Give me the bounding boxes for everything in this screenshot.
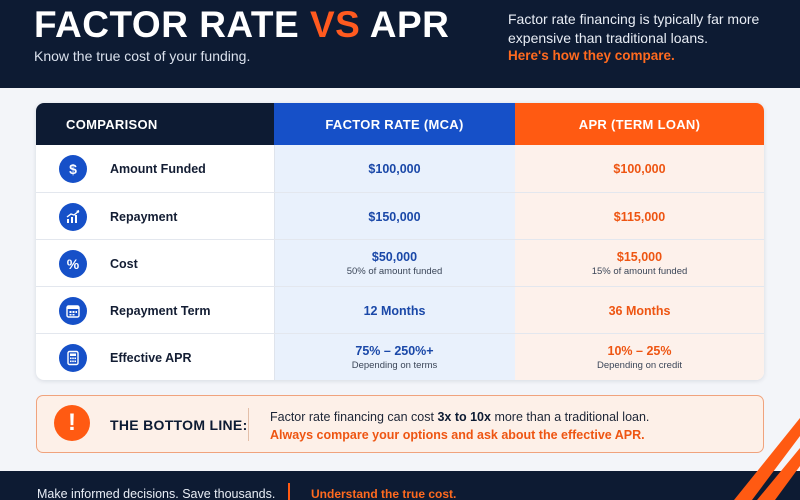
factor-rate-column bbox=[274, 145, 515, 380]
apr-column bbox=[515, 145, 764, 380]
dollar-icon: $ bbox=[59, 155, 87, 183]
apr-cell: 10% – 25% Depending on credit bbox=[515, 334, 764, 380]
table-row: $ Amount Funded $100,000 $100,000 bbox=[36, 145, 764, 192]
factor-rate-value: 75% – 250%+ bbox=[355, 344, 434, 358]
header-comparison: COMPARISON bbox=[36, 103, 274, 145]
factor-rate-value: $50,000 bbox=[371, 250, 418, 264]
bottom-line-callout: ! THE BOTTOM LINE: Factor rate financing… bbox=[36, 395, 764, 453]
svg-text:%: % bbox=[67, 256, 80, 272]
footer-accent: Understand the true cost. bbox=[311, 487, 457, 500]
bottom-line-text: Factor rate financing can cost 3x to 10x… bbox=[270, 410, 649, 424]
footer-tagline: Make informed decisions. Save thousands. bbox=[37, 487, 276, 500]
header-factor-rate: FACTOR RATE (MCA) bbox=[274, 103, 515, 145]
page-title: FACTOR RATE VS APR bbox=[34, 4, 449, 46]
apr-note: 15% of amount funded bbox=[591, 266, 688, 277]
footer-bar: Make informed decisions. Save thousands.… bbox=[0, 471, 800, 500]
factor-rate-cell: $50,000 50% of amount funded bbox=[274, 240, 515, 287]
table-row: Effective APR 75% – 250%+ Depending on t… bbox=[36, 333, 764, 380]
factor-rate-cell: 75% – 250%+ Depending on terms bbox=[274, 334, 515, 380]
bottom-line-emphasis: 3x to 10x bbox=[437, 410, 491, 424]
row-label: Repayment bbox=[110, 209, 178, 224]
bottom-line-text-before: Factor rate financing can cost bbox=[270, 410, 438, 424]
apr-value: 36 Months bbox=[608, 303, 671, 318]
header-banner: FACTOR RATE VS APR Know the true cost of… bbox=[0, 0, 800, 88]
comparison-table: COMPARISON FACTOR RATE (MCA) APR (TERM L… bbox=[36, 103, 764, 380]
row-label: Effective APR bbox=[110, 350, 192, 365]
alert-icon: ! bbox=[54, 405, 90, 441]
page-subtitle: Know the true cost of your funding. bbox=[34, 48, 251, 64]
factor-rate-cell: 12 Months bbox=[274, 287, 515, 334]
bottom-line-divider bbox=[248, 408, 249, 441]
apr-value: $115,000 bbox=[613, 209, 666, 224]
footer-divider bbox=[288, 483, 290, 500]
factor-rate-note: Depending on terms bbox=[351, 360, 438, 371]
table-row: % Cost $50,000 50% of amount funded $15,… bbox=[36, 239, 764, 286]
calculator-icon bbox=[59, 344, 87, 372]
calendar-icon bbox=[59, 297, 87, 325]
row-label: Amount Funded bbox=[110, 161, 206, 176]
row-label: Cost bbox=[110, 256, 138, 271]
table-row: Repayment Term 12 Months 36 Months bbox=[36, 286, 764, 333]
factor-rate-value: 12 Months bbox=[363, 303, 426, 318]
apr-value: 10% – 25% bbox=[607, 344, 672, 358]
factor-rate-cell: $150,000 bbox=[274, 193, 515, 240]
factor-rate-cell: $100,000 bbox=[274, 145, 515, 192]
svg-text:$: $ bbox=[69, 161, 77, 177]
factor-rate-note: 50% of amount funded bbox=[346, 266, 443, 277]
apr-cell: $15,000 15% of amount funded bbox=[515, 240, 764, 287]
apr-cell: $115,000 bbox=[515, 193, 764, 240]
chart-growth-icon bbox=[59, 203, 87, 231]
column-divider bbox=[274, 145, 275, 380]
apr-value: $15,000 bbox=[616, 250, 663, 264]
percent-icon: % bbox=[59, 250, 87, 278]
intro-accent: Here's how they compare. bbox=[508, 48, 675, 63]
bottom-line-text-after: more than a traditional loan. bbox=[490, 410, 650, 424]
apr-note: Depending on credit bbox=[596, 360, 683, 371]
apr-value: $100,000 bbox=[613, 161, 666, 176]
factor-rate-value: $100,000 bbox=[368, 161, 421, 176]
bottom-line-label: THE BOTTOM LINE: bbox=[110, 417, 248, 433]
title-vs: VS bbox=[309, 4, 361, 45]
bottom-line-accent: Always compare your options and ask abou… bbox=[270, 428, 645, 442]
factor-rate-value: $150,000 bbox=[368, 209, 421, 224]
table-row: Repayment $150,000 $115,000 bbox=[36, 192, 764, 239]
title-part-1: FACTOR RATE bbox=[34, 4, 310, 45]
table-header: COMPARISON FACTOR RATE (MCA) APR (TERM L… bbox=[36, 103, 764, 145]
row-label: Repayment Term bbox=[110, 303, 211, 318]
apr-cell: $100,000 bbox=[515, 145, 764, 192]
apr-cell: 36 Months bbox=[515, 287, 764, 334]
intro-text: Factor rate financing is typically far m… bbox=[508, 11, 760, 46]
title-part-2: APR bbox=[360, 4, 450, 45]
header-apr: APR (TERM LOAN) bbox=[515, 103, 764, 145]
